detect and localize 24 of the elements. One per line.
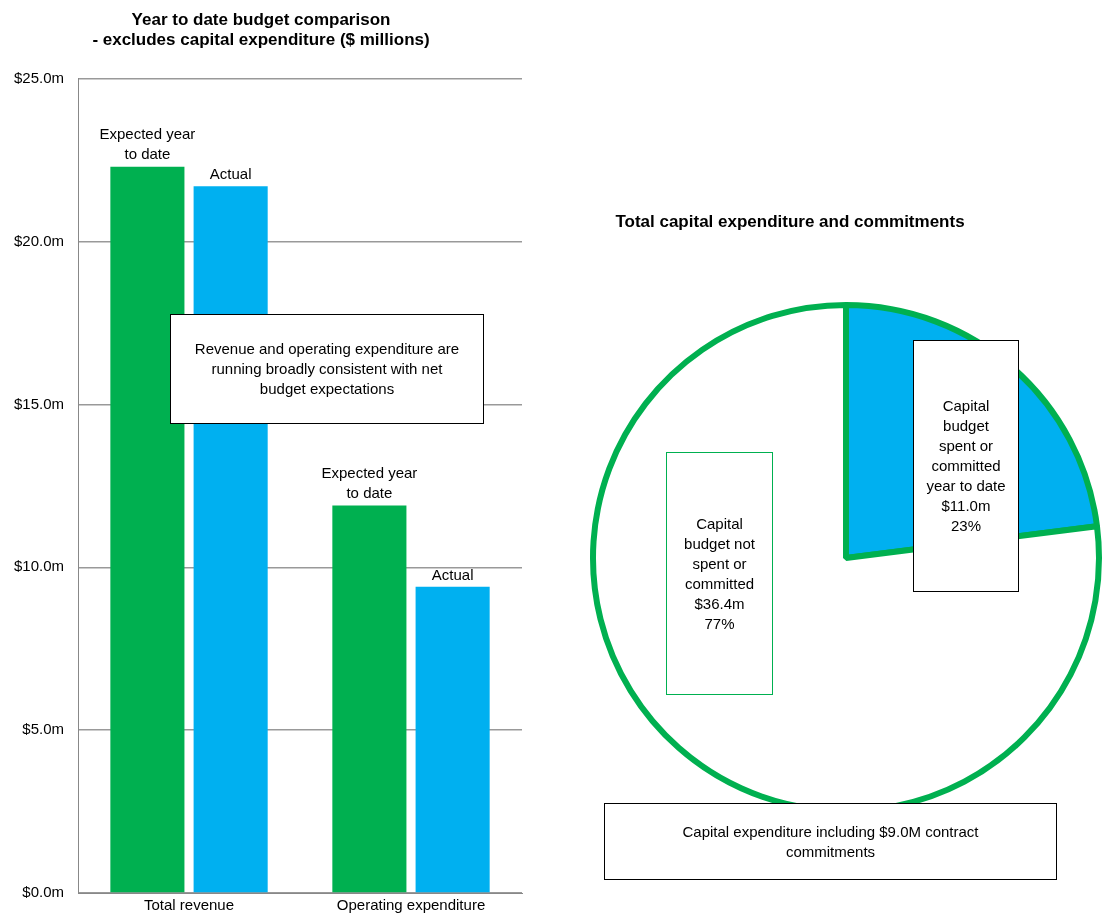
y-tick-label: $5.0m [22,720,65,738]
x-tick-label: Total revenue [143,896,235,914]
x-tick-label: Operating expenditure [336,896,486,914]
chart-title: Year to date budget comparison [131,9,391,29]
series-label: Actual [209,164,252,182]
chart-subtitle: - excludes capital expenditure ($ millions) [92,30,430,50]
chart-title: Total capital expenditure and commitments [614,212,966,232]
series-label: Expected year to date [321,464,418,502]
slice-label: Capital budget spent or committed year to date [925,396,1007,496]
y-tick-label: $10.0m [13,557,65,575]
text: Capital expenditure including $9.0M contract commitments [604,803,1057,880]
bar [332,505,407,893]
text: Expected year to date [99,125,196,163]
y-tick-label: $15.0m [13,394,65,412]
data-label: $36.4m 77% [693,593,746,634]
y-tick-label: $20.0m [13,231,65,249]
bar [415,586,490,893]
y-tick-label: $0.0m [22,883,65,901]
y-tick-label: $25.0m [13,68,65,86]
bar [110,166,185,893]
data-label: $11.0m 23% [940,496,992,536]
callout-box: Revenue and operating expenditure are running broadly consistent with net budget expectations [170,314,484,424]
text: Actual [431,565,474,583]
slice-label: Capital budget not spent or committed [683,513,756,594]
